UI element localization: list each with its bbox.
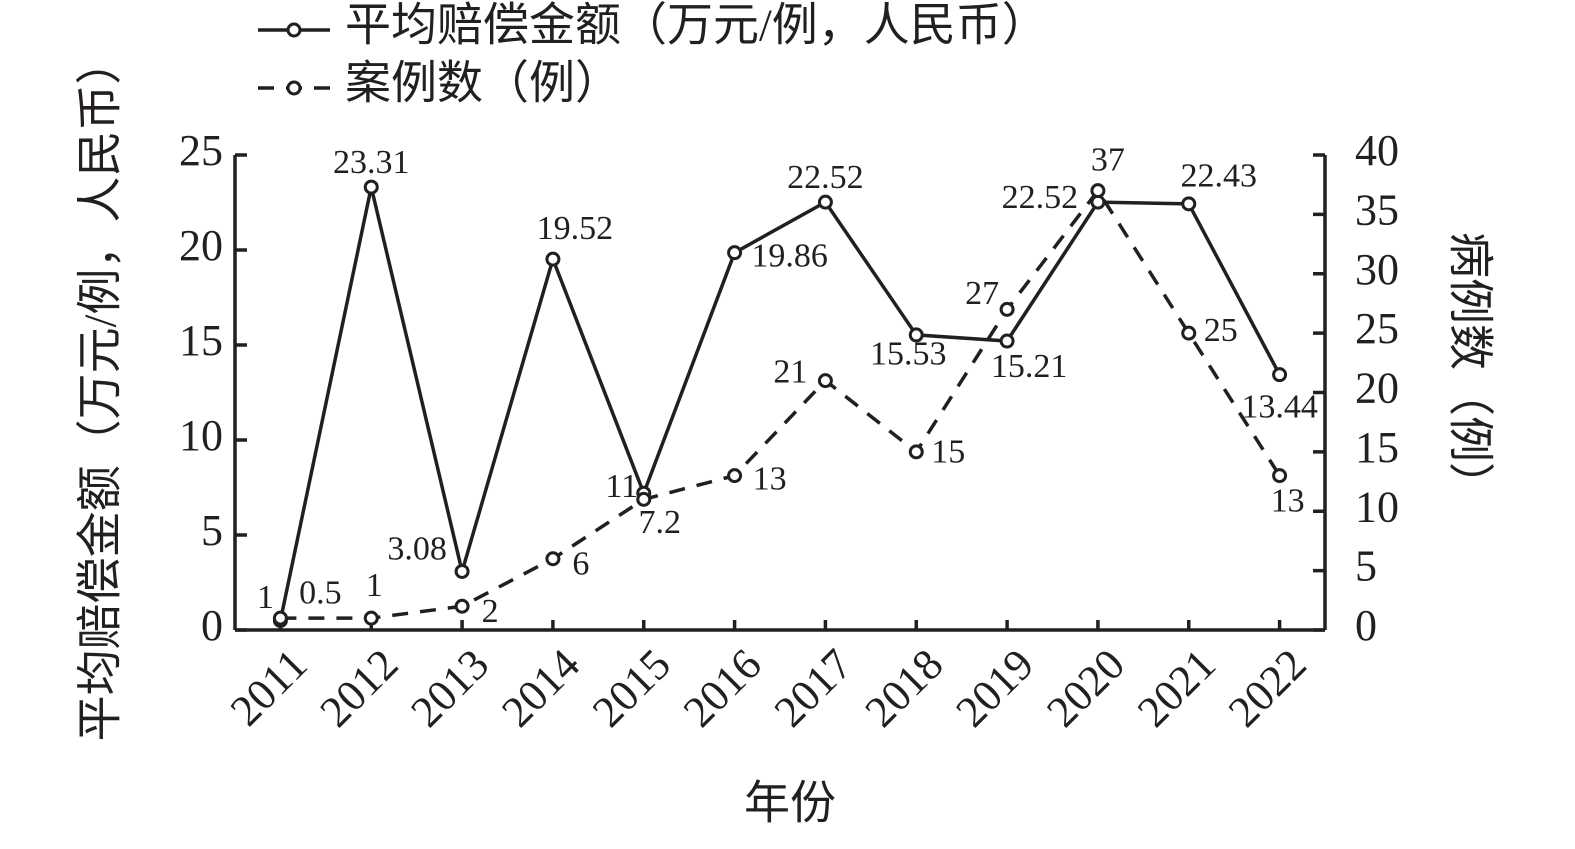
data-label: 19.52 [537, 210, 614, 247]
x-tick-label: 2017 [765, 640, 862, 737]
data-label: 1 [257, 579, 274, 616]
data-point [272, 610, 288, 626]
data-point [363, 179, 379, 195]
y-tick-label: 25 [179, 126, 223, 175]
legend-label: 平均赔偿金额（万元/例，人民币） [345, 0, 1048, 51]
data-point [817, 194, 833, 210]
series-line [278, 186, 1282, 621]
x-tick-label: 2019 [946, 640, 1043, 737]
x-tick-label: 2015 [583, 640, 680, 737]
data-label: 11 [605, 468, 638, 505]
data-label: 13 [753, 460, 787, 497]
y2-axis-title: 病例数（例） [1444, 232, 1495, 508]
data-label: 21 [773, 353, 807, 390]
data-point [636, 491, 652, 507]
y2-tick-label: 5 [1355, 542, 1377, 591]
x-tick-label: 2011 [221, 640, 317, 736]
x-axis-title: 年份 [744, 778, 836, 829]
data-label: 23.31 [333, 144, 410, 181]
data-label: 1 [366, 567, 383, 604]
data-label: 13.44 [1241, 388, 1318, 425]
x-tick-label: 2013 [401, 640, 498, 737]
data-point [727, 245, 743, 261]
x-tick-label: 2022 [1219, 640, 1316, 737]
data-point [454, 598, 470, 614]
data-point [817, 373, 833, 389]
data-label: 25 [1204, 312, 1238, 349]
data-label: 22.52 [1002, 179, 1079, 216]
y-tick-label: 15 [179, 316, 223, 365]
data-label: 19.86 [751, 237, 828, 274]
data-label: 27 [965, 275, 999, 312]
data-label: 0.5 [299, 574, 342, 611]
legend-marker [286, 22, 302, 38]
y2-tick-label: 0 [1355, 601, 1377, 650]
y2-tick-label: 25 [1355, 304, 1399, 353]
y2-tick-label: 15 [1355, 423, 1399, 472]
data-point [1090, 183, 1106, 199]
data-point [363, 610, 379, 626]
data-point [454, 563, 470, 579]
data-label: 37 [1091, 141, 1125, 178]
y2-tick-label: 35 [1355, 185, 1399, 234]
legend-label: 案例数（例） [345, 58, 621, 109]
x-tick-label: 2012 [311, 640, 408, 737]
y2-tick-label: 30 [1355, 245, 1399, 294]
data-point [999, 301, 1015, 317]
data-label: 22.52 [787, 159, 864, 196]
data-point [1181, 196, 1197, 212]
data-label: 6 [572, 546, 589, 583]
data-label: 15.53 [870, 336, 947, 373]
data-label: 3.08 [387, 530, 447, 567]
data-label: 15.21 [991, 348, 1068, 385]
data-label: 2 [482, 593, 499, 630]
y-tick-label: 0 [201, 601, 223, 650]
x-tick-label: 2018 [856, 640, 953, 737]
x-tick-label: 2020 [1037, 640, 1134, 737]
y-tick-label: 10 [179, 411, 223, 460]
x-tick-label: 2016 [674, 640, 771, 737]
data-point [1272, 367, 1288, 383]
data-label: 13 [1271, 482, 1305, 519]
y2-tick-label: 20 [1355, 364, 1399, 413]
data-point [727, 468, 743, 484]
data-point [999, 333, 1015, 349]
legend-marker [286, 80, 302, 96]
x-tick-label: 2021 [1128, 640, 1225, 737]
y-axis-title: 平均赔偿金额（万元/例，人民币） [75, 39, 126, 742]
data-point [908, 327, 924, 343]
data-point [545, 551, 561, 567]
data-label: 7.2 [639, 504, 682, 541]
y2-tick-label: 10 [1355, 482, 1399, 531]
y-tick-label: 5 [201, 506, 223, 555]
data-point [545, 251, 561, 267]
data-point [1181, 325, 1197, 341]
data-label: 15 [931, 434, 965, 471]
data-point [908, 444, 924, 460]
data-label: 22.43 [1181, 158, 1258, 195]
x-tick-label: 2014 [492, 640, 589, 737]
y2-tick-label: 40 [1355, 126, 1399, 175]
data-point [1272, 468, 1288, 484]
y-tick-label: 20 [179, 221, 223, 270]
